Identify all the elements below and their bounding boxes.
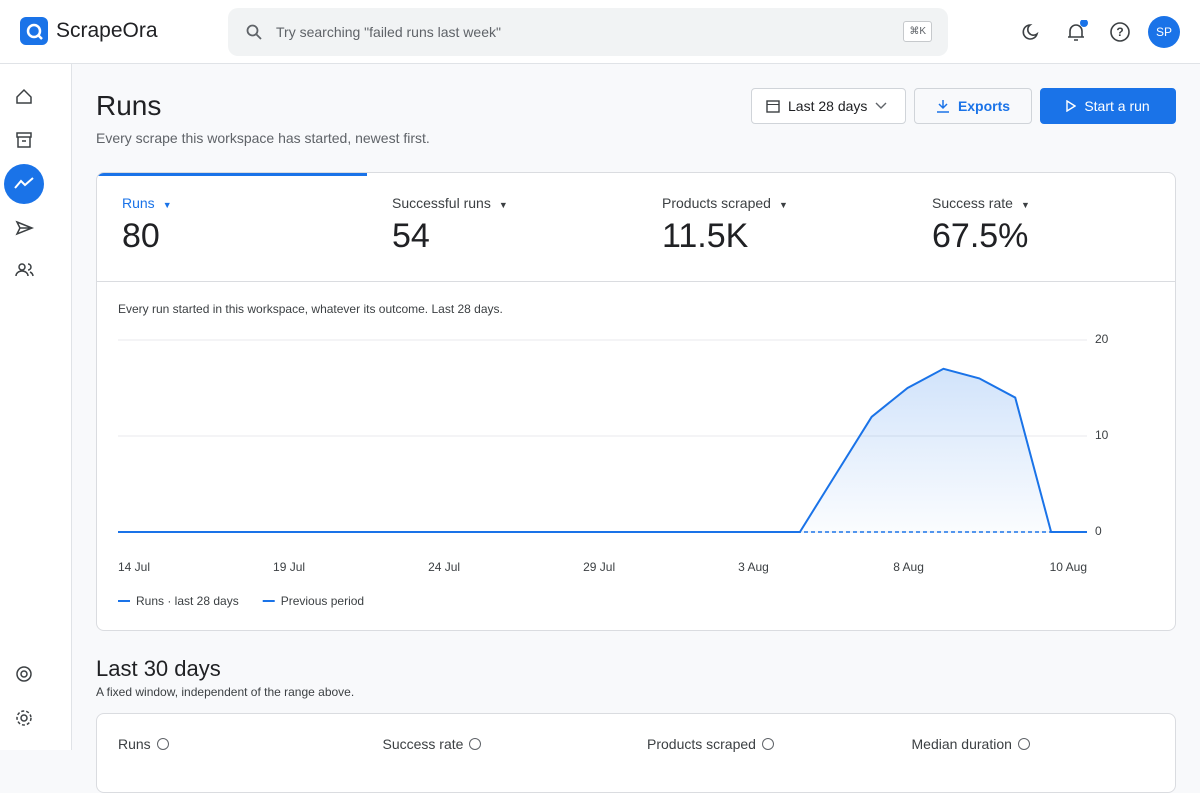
summary-column-label: Products scraped — [647, 736, 756, 752]
svg-text:?: ? — [1116, 25, 1123, 39]
metric-label: Products scraped ▼ — [662, 195, 882, 211]
summary-column-label: Median duration — [911, 736, 1012, 752]
calendar-icon — [766, 100, 780, 113]
sidebar — [0, 64, 72, 750]
metric-value: 80 — [122, 217, 160, 255]
legend-label: Previous period — [281, 594, 364, 608]
x-tick-label: 10 Aug — [1050, 560, 1087, 574]
legend-label: Runs · last 28 days — [136, 594, 239, 608]
metric-label-text: Success rate — [932, 195, 1013, 211]
avatar[interactable]: SP — [1148, 16, 1180, 48]
caret: ▼ — [162, 200, 172, 210]
shortcut: ⌘K — [903, 21, 932, 42]
x-tick-label: 14 Jul — [118, 560, 150, 574]
metric-label: Success rate ▼ — [932, 195, 1152, 211]
metric-label: Successful runs ▼ — [392, 195, 612, 211]
brand: ScrapeOra — [56, 19, 158, 42]
metric-tab[interactable]: Success rate ▼ 67.5% — [907, 173, 1175, 281]
runs-card: Runs ▼ 80 Successful runs ▼ 54 Products scrape… — [96, 172, 1176, 631]
series-line — [118, 367, 1087, 533]
metric-tab[interactable]: Runs ▼ 80 — [97, 173, 367, 281]
export-button[interactable]: Exports — [914, 88, 1032, 124]
metric-tab[interactable]: Products scraped ▼ 11.5K — [637, 173, 907, 281]
caret: ▼ — [498, 200, 508, 210]
search-box[interactable]: Try searching "failed runs last week" ⌘K — [228, 8, 948, 56]
metric-label: Runs ▼ — [122, 195, 342, 211]
x-tick-label: 29 Jul — [583, 560, 615, 574]
y-tick-label: 20 — [1095, 332, 1109, 346]
download-icon — [936, 100, 949, 113]
summary-card: Runs Success rate Products scraped Median d… — [96, 713, 1176, 793]
metric-label-text: Runs — [122, 195, 155, 211]
metric-value: 11.5K — [662, 217, 749, 255]
play-icon — [1066, 100, 1077, 112]
area — [118, 368, 1087, 532]
chart: Every run started in this workspace, wha… — [118, 302, 1109, 608]
range-label: Last 28 days — [788, 98, 868, 114]
top-bar: ScrapeOra Try searching "failed runs las… — [0, 0, 1200, 64]
metric-tabs: Runs ▼ 80 Successful runs ▼ 54 Products scrape… — [97, 173, 1175, 282]
x-tick-label: 8 Aug — [893, 560, 924, 574]
chevron — [875, 102, 887, 109]
metric-value: 67.5% — [932, 217, 1029, 255]
x-tick-label: 24 Jul — [428, 560, 460, 574]
x-tick-label: 19 Jul — [273, 560, 305, 574]
y-tick-label: 0 — [1095, 524, 1102, 538]
y-tick-label: 10 — [1095, 428, 1109, 442]
search-placeholder: Try searching "failed runs last week" — [276, 24, 501, 40]
nav-icons — [4, 88, 44, 726]
metric-value: 54 — [392, 217, 430, 255]
chart-description: Every run started in this workspace, wha… — [118, 302, 503, 316]
metric-label-text: Successful runs — [392, 195, 491, 211]
info-icon — [1017, 738, 1030, 750]
caret: ▼ — [1020, 200, 1030, 210]
summary-title: Last 30 days — [96, 656, 221, 681]
summary-subtitle: A fixed window, independent of the range… — [96, 685, 355, 699]
top-icons: ? — [1022, 20, 1130, 42]
start-label: Start a run — [1084, 98, 1150, 114]
search-icon — [246, 24, 262, 40]
start-button[interactable]: Start a run — [1040, 88, 1176, 124]
summary-column-label: Success rate — [382, 736, 464, 752]
info-icon — [761, 738, 774, 750]
metric-label-text: Products scraped — [662, 195, 771, 211]
page-subtitle: Every scrape this workspace has started,… — [96, 130, 430, 146]
logo — [20, 17, 48, 45]
page-title: Runs — [96, 90, 162, 121]
info-icon — [469, 738, 482, 750]
range-button[interactable]: Last 28 days — [751, 88, 906, 124]
info-icon — [156, 738, 169, 750]
summary-column-label: Runs — [118, 736, 151, 752]
export-label: Exports — [957, 98, 1011, 114]
metric-tab[interactable]: Successful runs ▼ 54 — [367, 173, 637, 281]
active-indicator — [97, 173, 367, 176]
caret: ▼ — [778, 200, 788, 210]
x-tick-label: 3 Aug — [738, 560, 769, 574]
